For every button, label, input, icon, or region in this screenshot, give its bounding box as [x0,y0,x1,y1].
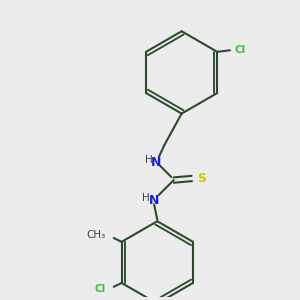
Text: N: N [151,156,161,169]
Text: H: H [142,193,150,203]
Text: Cl: Cl [235,45,246,55]
Text: Cl: Cl [94,284,106,294]
Text: CH₃: CH₃ [87,230,106,241]
Text: H: H [146,155,153,165]
Text: S: S [197,172,206,185]
Text: N: N [149,194,159,207]
